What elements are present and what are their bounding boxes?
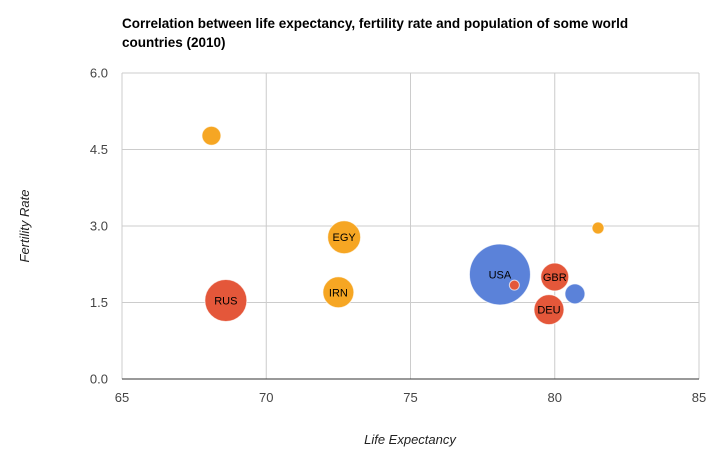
x-tick-label-3: 80 bbox=[548, 390, 562, 405]
bubble-labels: USA RUS EGY IRN DEU GBR bbox=[214, 232, 566, 316]
bubble-label-irn: IRN bbox=[329, 287, 348, 299]
tick-labels: 65 70 75 80 85 0.0 1.5 3.0 4.5 6.0 bbox=[90, 66, 706, 406]
x-tick-label-4: 85 bbox=[692, 390, 706, 405]
bubble-label-usa: USA bbox=[489, 269, 512, 281]
y-tick-label-2: 3.0 bbox=[90, 219, 108, 234]
bubble-egy[interactable] bbox=[327, 220, 362, 255]
bubble-label-gbr: GBR bbox=[543, 272, 567, 284]
bubble-rus[interactable] bbox=[204, 278, 248, 322]
bubble-irn[interactable] bbox=[322, 276, 355, 309]
chart-title-line-1: Correlation between life expectancy, fer… bbox=[122, 16, 628, 31]
chart-title-line-2: countries (2010) bbox=[122, 35, 226, 50]
bubble-label-rus: RUS bbox=[214, 295, 237, 307]
x-tick-label-1: 70 bbox=[259, 390, 273, 405]
bubble-unlabeled-9[interactable] bbox=[564, 283, 586, 305]
bubble-gbr[interactable] bbox=[540, 262, 570, 292]
bubble-unlabeled-0[interactable] bbox=[201, 125, 222, 146]
bubble-unlabeled-3[interactable] bbox=[591, 221, 605, 235]
bubble-deu[interactable] bbox=[533, 294, 565, 326]
x-axis-label: Life Expectancy bbox=[364, 432, 457, 447]
bubble-label-egy: EGY bbox=[333, 232, 357, 244]
y-tick-label-0: 0.0 bbox=[90, 372, 108, 387]
y-tick-label-4: 6.0 bbox=[90, 66, 108, 81]
y-tick-label-3: 4.5 bbox=[90, 142, 108, 157]
y-tick-label-1: 1.5 bbox=[90, 295, 108, 310]
x-tick-label-2: 75 bbox=[403, 390, 417, 405]
gridlines bbox=[121, 72, 700, 380]
x-tick-label-0: 65 bbox=[115, 390, 129, 405]
y-axis-label: Fertility Rate bbox=[17, 190, 32, 263]
bubbles bbox=[201, 125, 605, 326]
bubble-unlabeled-7[interactable] bbox=[508, 279, 520, 291]
bubble-label-deu: DEU bbox=[537, 305, 560, 317]
